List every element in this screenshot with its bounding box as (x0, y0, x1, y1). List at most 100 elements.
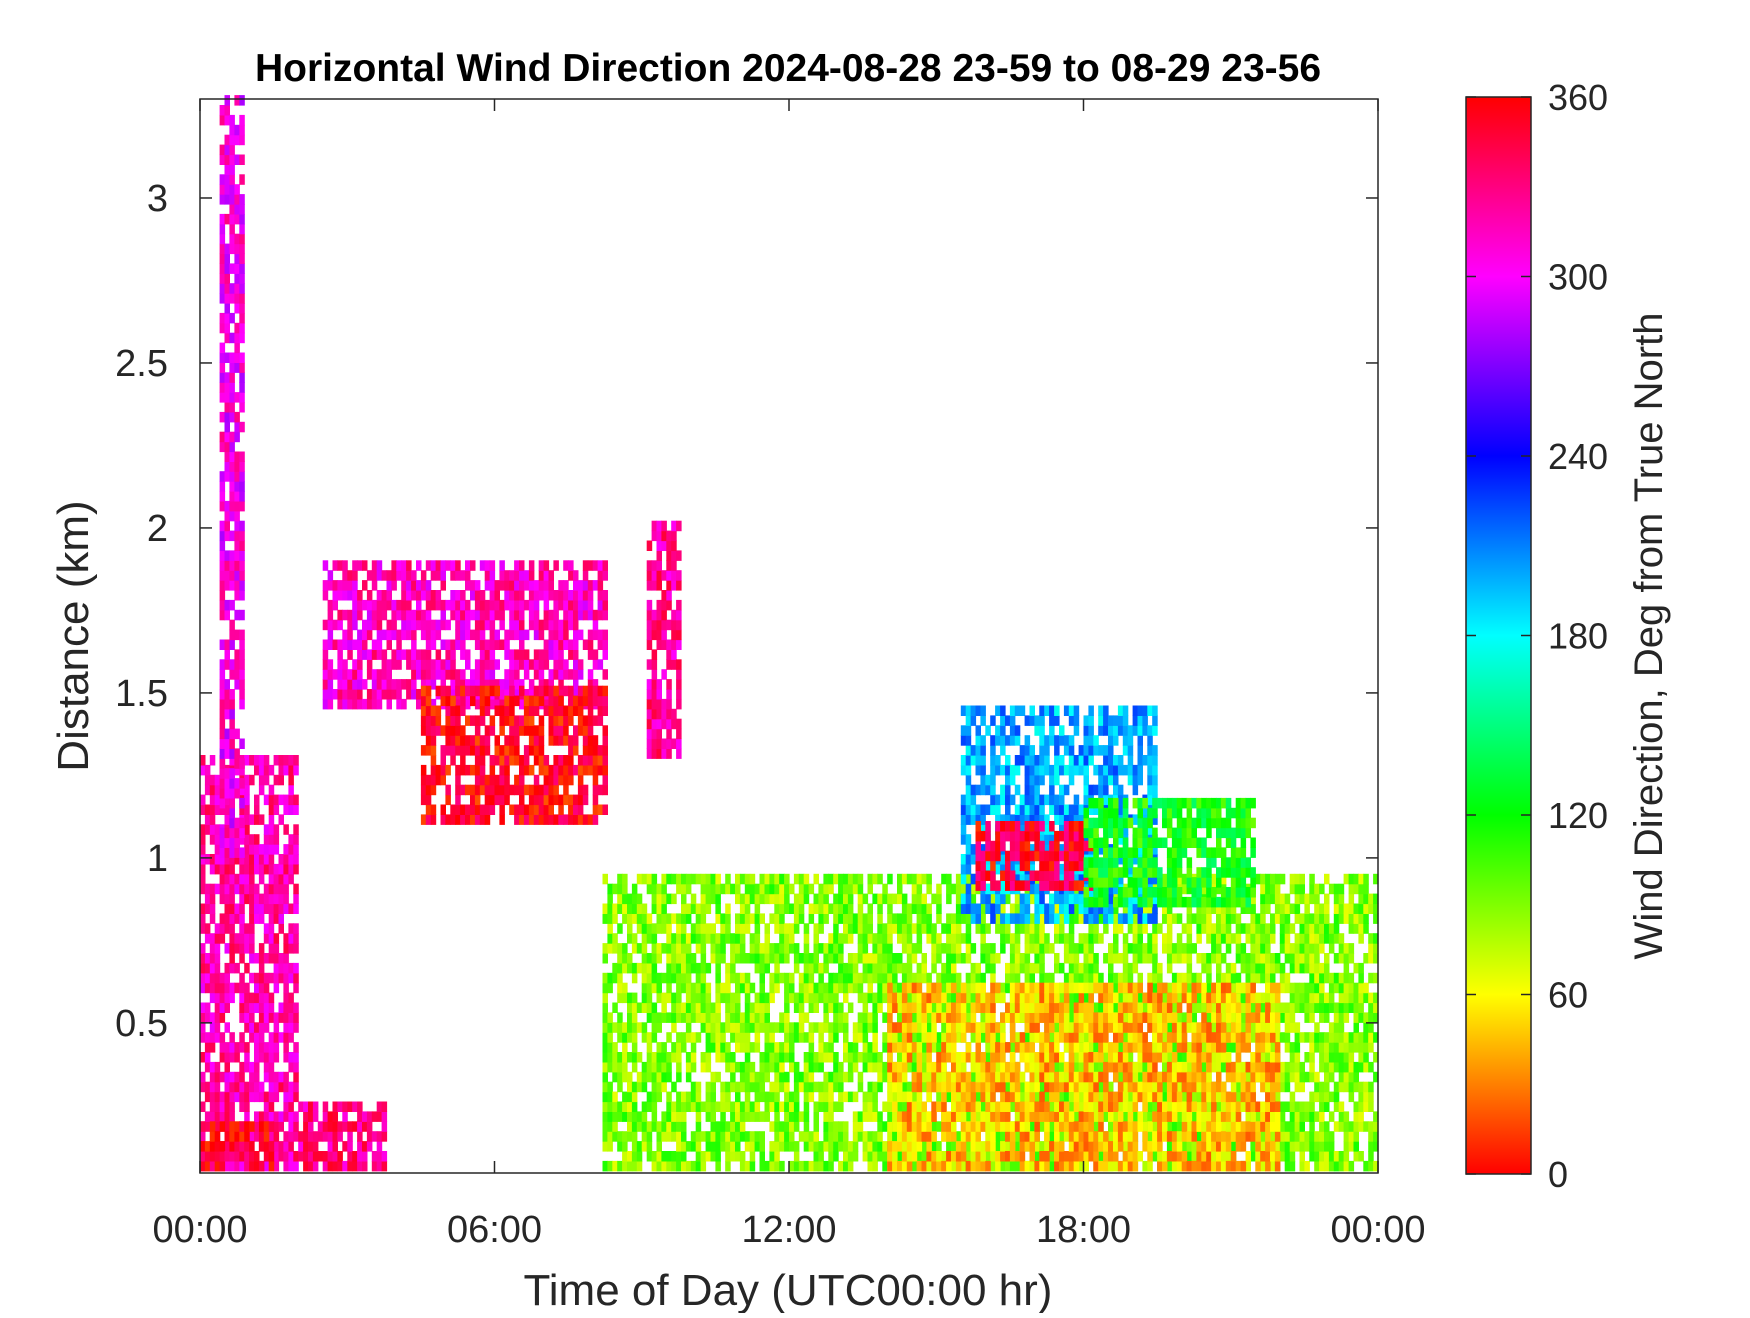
heatmap-cell (784, 1042, 790, 1053)
heatmap-cell (735, 913, 741, 924)
heatmap-cell (224, 972, 230, 984)
heatmap-cell (283, 1071, 289, 1083)
heatmap-cell (710, 1141, 716, 1152)
heatmap-cell (793, 913, 800, 924)
heatmap-cell (543, 639, 550, 650)
heatmap-cell (273, 834, 280, 845)
heatmap-cell (627, 913, 633, 924)
heatmap-cell (234, 728, 240, 740)
heatmap-cell (548, 619, 554, 631)
heatmap-cell (754, 943, 761, 954)
heatmap-cell (293, 1081, 299, 1093)
heatmap-cell (901, 943, 908, 954)
heatmap-cell (504, 784, 510, 796)
heatmap-cell (1127, 1052, 1134, 1063)
heatmap-cell (823, 953, 829, 964)
heatmap-cell (631, 1081, 638, 1093)
heatmap-cell (283, 1141, 289, 1152)
heatmap-cell (425, 705, 432, 716)
heatmap-cell (641, 933, 648, 944)
heatmap-cell (700, 913, 707, 924)
heatmap-cell (1098, 1081, 1104, 1093)
heatmap-cell (617, 982, 623, 994)
heatmap-cell (646, 1061, 653, 1073)
heatmap-cell (901, 1101, 908, 1112)
heatmap-cell (872, 1141, 878, 1152)
heatmap-cell (1093, 1002, 1099, 1013)
heatmap-cell (239, 827, 245, 839)
heatmap-cell (229, 913, 235, 924)
heatmap-cell (573, 735, 579, 746)
heatmap-cell (818, 1081, 824, 1093)
heatmap-cell (897, 982, 903, 994)
heatmap-cell (396, 599, 402, 611)
heatmap-cell (219, 283, 226, 294)
heatmap-cell (484, 794, 491, 806)
heatmap-cell (592, 745, 599, 756)
heatmap-cell (332, 1111, 338, 1122)
heatmap-cell (528, 725, 535, 736)
heatmap-cell (965, 972, 972, 984)
heatmap-cell (352, 590, 358, 601)
heatmap-cell (602, 873, 608, 885)
heatmap-cell (784, 1081, 790, 1093)
heatmap-cell (705, 1091, 712, 1103)
heatmap-cell (293, 972, 299, 984)
heatmap-cell (744, 1131, 751, 1142)
heatmap-cell (1181, 1052, 1188, 1063)
heatmap-cell (244, 1081, 250, 1093)
heatmap-cell (651, 609, 658, 621)
heatmap-cell (602, 695, 608, 707)
heatmap-cell (656, 923, 662, 934)
heatmap-cell (897, 873, 903, 885)
heatmap-cell (293, 844, 299, 855)
heatmap-cell (234, 837, 240, 848)
heatmap-cell (573, 629, 579, 641)
heatmap-cell (327, 689, 334, 700)
heatmap-cell (823, 883, 829, 895)
heatmap-cell (254, 854, 260, 865)
heatmap-cell (656, 748, 662, 759)
heatmap-cell (209, 1131, 216, 1142)
heatmap-cell (607, 1042, 613, 1053)
heatmap-cell (219, 213, 226, 225)
heatmap-cell (803, 1091, 810, 1103)
heatmap-cell (445, 599, 451, 611)
heatmap-cell (244, 893, 250, 905)
heatmap-cell (519, 560, 525, 571)
heatmap-cell (229, 154, 235, 165)
heatmap-cell (519, 774, 525, 786)
heatmap-cell (1176, 1012, 1183, 1023)
heatmap-cell (705, 1052, 712, 1063)
heatmap-cell (258, 1012, 265, 1023)
heatmap-cell (224, 550, 230, 561)
heatmap-cell (283, 1091, 289, 1103)
heatmap-cell (558, 804, 564, 815)
heatmap-cell (872, 1022, 878, 1033)
heatmap-cell (1019, 1091, 1026, 1103)
heatmap-cell (877, 1151, 883, 1162)
heatmap-cell (769, 1160, 775, 1172)
heatmap-cell (489, 649, 496, 660)
heatmap-cell (661, 570, 667, 581)
heatmap-cell (342, 629, 348, 641)
heatmap-cell (234, 854, 240, 865)
heatmap-cell (985, 1052, 991, 1063)
heatmap-cell (234, 332, 240, 344)
heatmap-cell (342, 1160, 348, 1172)
heatmap-cell (735, 883, 741, 895)
heatmap-cell (798, 992, 805, 1004)
heatmap-cell (249, 1141, 255, 1152)
heatmap-cell (651, 679, 658, 690)
heatmap-cell (1162, 943, 1168, 954)
heatmap-cell (602, 764, 608, 776)
heatmap-cell (789, 1052, 795, 1063)
heatmap-cell (720, 1052, 726, 1063)
heatmap-cell (416, 669, 422, 680)
heatmap-cell (656, 1121, 662, 1132)
heatmap-cell (661, 639, 667, 650)
heatmap-cell (636, 1111, 643, 1122)
heatmap-cell (764, 1032, 770, 1043)
heatmap-cell (1034, 1151, 1040, 1162)
heatmap-cell (857, 1032, 864, 1043)
